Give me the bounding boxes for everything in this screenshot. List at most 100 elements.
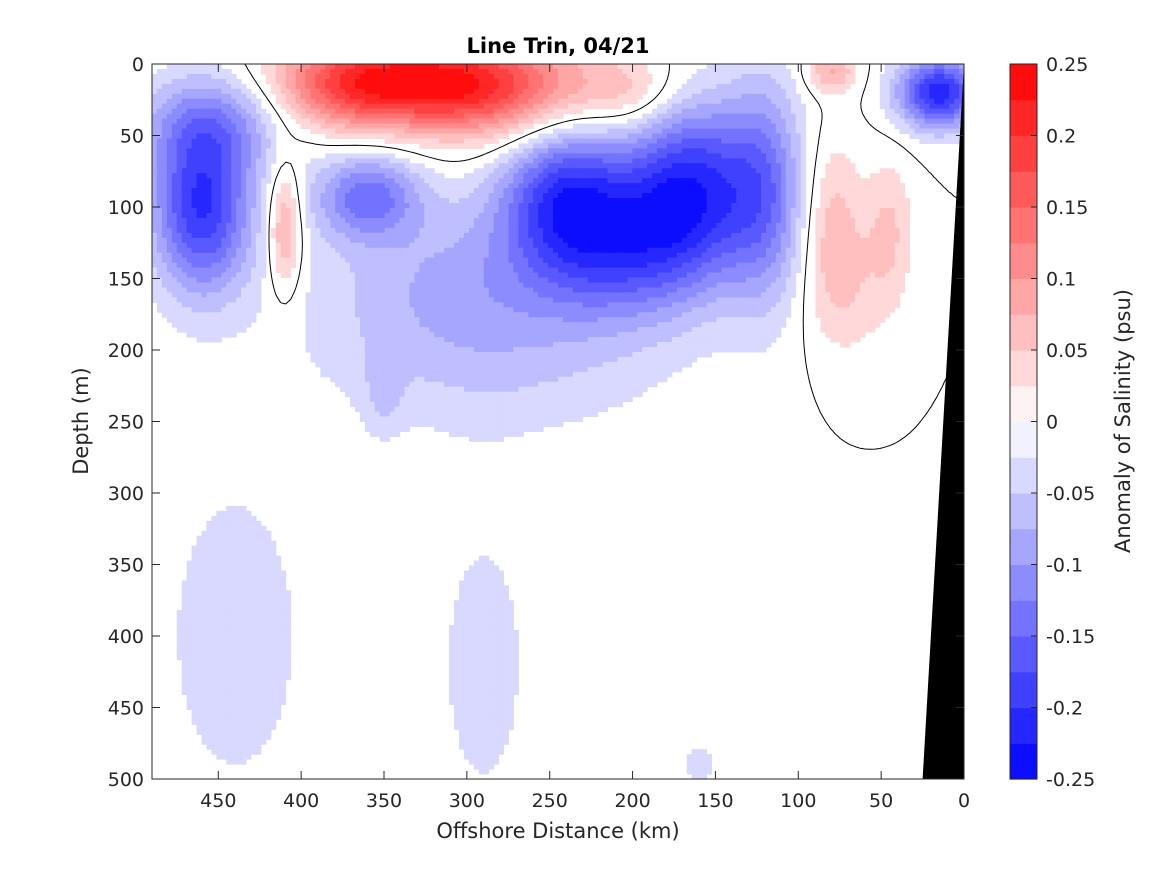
heatmap-cell xyxy=(364,207,371,214)
heatmap-cell xyxy=(528,153,534,159)
heatmap-cell xyxy=(944,88,950,95)
heatmap-cell xyxy=(166,143,173,149)
heatmap-cell xyxy=(657,108,663,115)
heatmap-cell xyxy=(241,183,247,189)
heatmap-cell xyxy=(156,227,163,234)
heatmap-cell xyxy=(775,178,782,184)
heatmap-cell xyxy=(666,158,673,164)
heatmap-cell xyxy=(746,232,752,239)
heatmap-cell xyxy=(374,123,381,130)
heatmap-cell xyxy=(790,133,797,139)
heatmap-cell xyxy=(310,93,316,100)
heatmap-cell xyxy=(696,193,703,199)
heatmap-cell xyxy=(404,133,410,139)
heatmap-cell xyxy=(389,173,396,179)
heatmap-cell xyxy=(330,103,336,110)
heatmap-cell xyxy=(280,207,287,214)
heatmap-cell xyxy=(795,123,802,130)
heatmap-cell xyxy=(201,227,207,234)
heatmap-cell xyxy=(602,222,609,229)
heatmap-cell xyxy=(483,212,490,219)
heatmap-cell xyxy=(756,64,762,70)
heatmap-cell xyxy=(746,143,752,149)
heatmap-cell xyxy=(191,88,198,95)
heatmap-cell xyxy=(657,237,663,244)
heatmap-cell xyxy=(340,78,346,85)
heatmap-cell xyxy=(181,98,188,105)
heatmap-cell xyxy=(696,232,703,239)
heatmap-cell xyxy=(889,173,896,179)
heatmap-cell xyxy=(310,118,316,125)
heatmap-cell xyxy=(359,158,366,164)
heatmap-cell xyxy=(652,123,658,130)
heatmap-cell xyxy=(523,212,529,219)
heatmap-cell xyxy=(607,217,613,224)
heatmap-cell xyxy=(325,103,331,110)
heatmap-cell xyxy=(716,158,722,164)
heatmap-cell xyxy=(449,212,455,219)
heatmap-cell xyxy=(449,78,455,85)
heatmap-cell xyxy=(691,222,698,229)
heatmap-cell xyxy=(924,123,930,130)
heatmap-cell xyxy=(196,73,203,80)
heatmap-cell xyxy=(736,98,742,105)
heatmap-cell xyxy=(285,247,292,254)
heatmap-cell xyxy=(399,203,406,209)
heatmap-cell xyxy=(513,108,519,115)
heatmap-cell xyxy=(746,193,752,199)
heatmap-cell xyxy=(825,242,831,249)
heatmap-cell xyxy=(236,153,242,159)
heatmap-cell xyxy=(726,222,732,229)
heatmap-cell xyxy=(637,128,643,135)
heatmap-cell xyxy=(483,188,490,194)
heatmap-cell xyxy=(335,113,341,120)
heatmap-cell xyxy=(350,98,356,105)
heatmap-cell xyxy=(830,153,836,159)
heatmap-cell xyxy=(661,227,668,234)
heatmap-cell xyxy=(478,193,485,199)
heatmap-cell xyxy=(463,123,470,130)
heatmap-cell xyxy=(350,232,356,239)
heatmap-cell xyxy=(919,78,925,85)
heatmap-cell xyxy=(647,188,653,194)
heatmap-cell xyxy=(676,168,683,174)
heatmap-cell xyxy=(310,103,316,110)
heatmap-cell xyxy=(954,118,960,125)
heatmap-cell xyxy=(280,103,287,110)
heatmap-cell xyxy=(166,237,173,244)
heatmap-cell xyxy=(211,212,217,219)
heatmap-cell xyxy=(340,88,346,95)
heatmap-cell xyxy=(399,98,406,105)
heatmap-cell xyxy=(567,207,574,214)
heatmap-cell xyxy=(201,143,207,149)
heatmap-cell xyxy=(260,158,267,164)
heatmap-cell xyxy=(884,217,891,224)
heatmap-cell xyxy=(310,173,316,179)
heatmap-cell xyxy=(478,173,485,179)
heatmap-cell xyxy=(533,242,539,249)
heatmap-cell xyxy=(424,103,430,110)
heatmap-cell xyxy=(359,163,366,169)
heatmap-cell xyxy=(369,237,376,244)
heatmap-cell xyxy=(394,212,401,219)
heatmap-cell xyxy=(567,242,574,249)
heatmap-cell xyxy=(275,242,282,249)
heatmap-cell xyxy=(795,128,802,135)
heatmap-cell xyxy=(949,98,955,105)
heatmap-cell xyxy=(775,212,782,219)
heatmap-cell xyxy=(884,83,891,90)
heatmap-cell xyxy=(434,73,440,80)
heatmap-cell xyxy=(533,64,539,70)
heatmap-cell xyxy=(597,88,604,95)
heatmap-cell xyxy=(845,183,851,189)
heatmap-cell xyxy=(419,237,425,244)
heatmap-cell xyxy=(429,198,435,204)
heatmap-cell xyxy=(627,232,633,239)
heatmap-cell xyxy=(399,128,406,135)
heatmap-cell xyxy=(345,178,351,184)
heatmap-cell xyxy=(330,93,336,100)
heatmap-cell xyxy=(731,207,737,214)
heatmap-cell xyxy=(775,103,782,110)
heatmap-cell xyxy=(152,222,158,229)
heatmap-cell xyxy=(681,158,688,164)
